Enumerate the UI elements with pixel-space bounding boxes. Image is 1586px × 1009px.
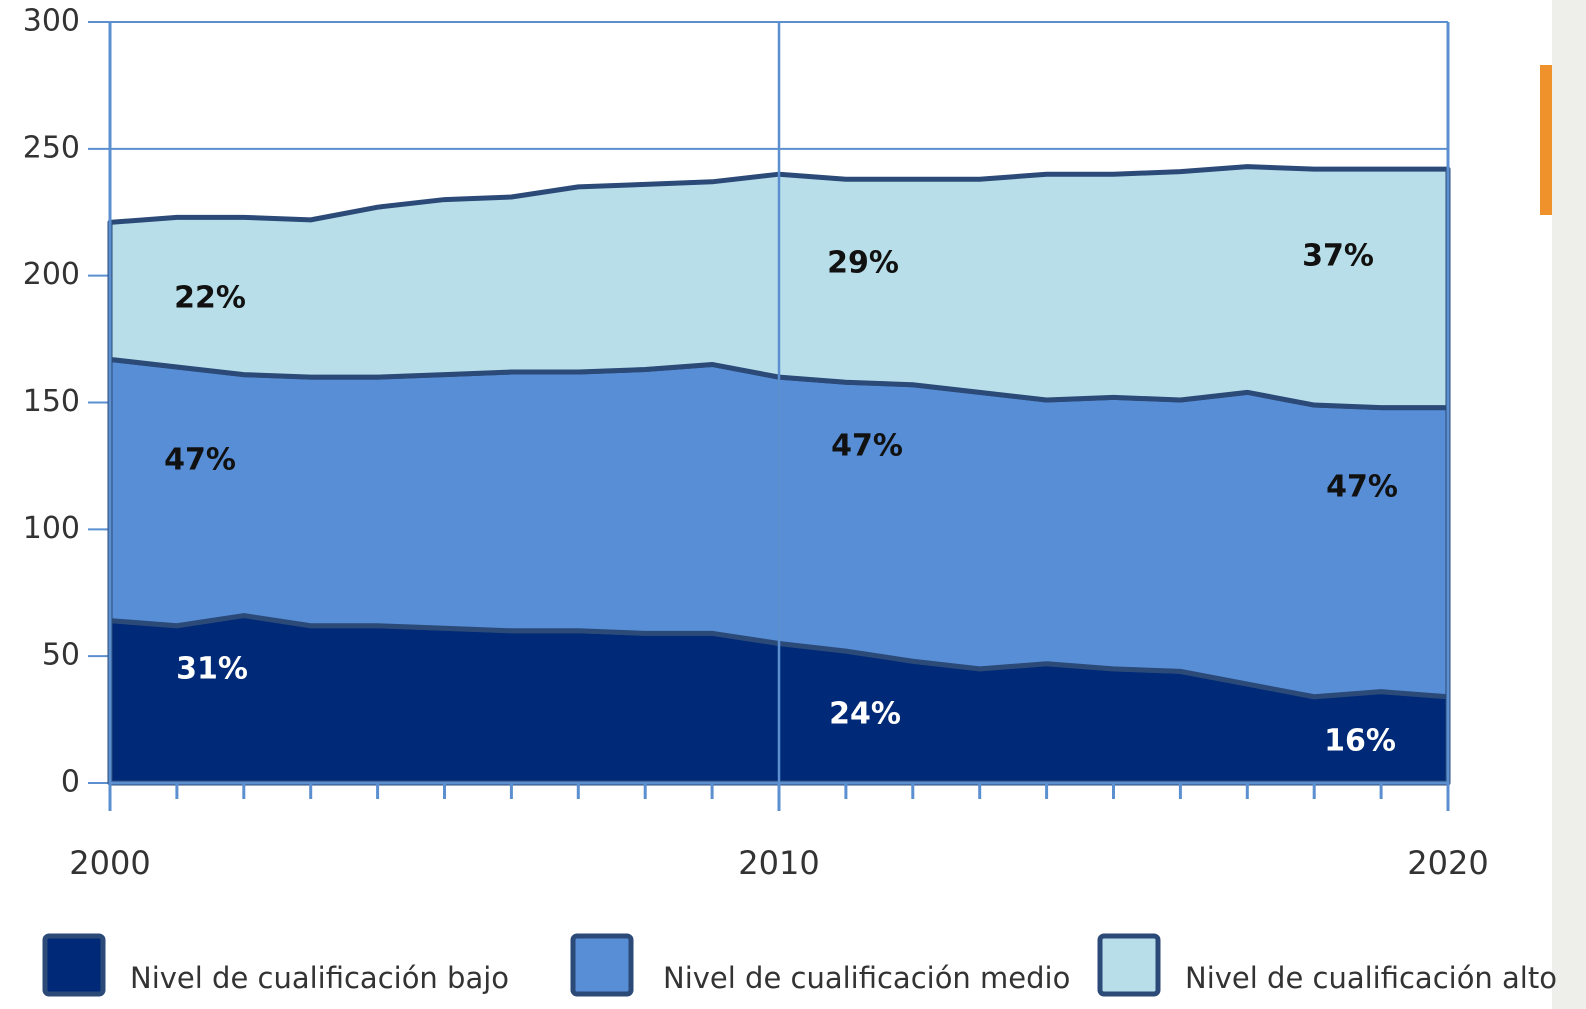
x-tick-label: 2020: [1407, 844, 1488, 882]
y-tick-label: 200: [23, 257, 80, 292]
y-tick-label: 50: [42, 638, 80, 673]
legend-swatch: [1097, 933, 1161, 997]
annotation: 47%: [831, 429, 903, 464]
legend-swatch: [42, 933, 106, 997]
annotation: 37%: [1302, 239, 1374, 274]
annotation: 47%: [1326, 470, 1398, 505]
annotation: 29%: [827, 246, 899, 281]
legend-label: Nivel de cualificación alto: [1185, 961, 1557, 995]
side-accent: [1540, 65, 1552, 215]
side-strip: [1552, 0, 1586, 1009]
annotation: 47%: [164, 443, 236, 478]
x-tick-label: 2010: [738, 844, 819, 882]
annotation: 24%: [829, 697, 901, 732]
annotation: 22%: [174, 281, 246, 316]
legend-swatch: [570, 933, 634, 997]
y-tick-label: 300: [23, 4, 80, 39]
annotation: 16%: [1324, 724, 1396, 759]
y-tick-label: 100: [23, 511, 80, 546]
legend-label: Nivel de cualificación medio: [663, 961, 1070, 995]
annotation: 31%: [176, 652, 248, 687]
x-tick-label: 2000: [69, 844, 150, 882]
y-tick-label: 250: [23, 130, 80, 165]
legend-label: Nivel de cualificación bajo: [130, 961, 509, 995]
y-tick-label: 150: [23, 384, 80, 419]
y-tick-label: 0: [61, 765, 80, 800]
